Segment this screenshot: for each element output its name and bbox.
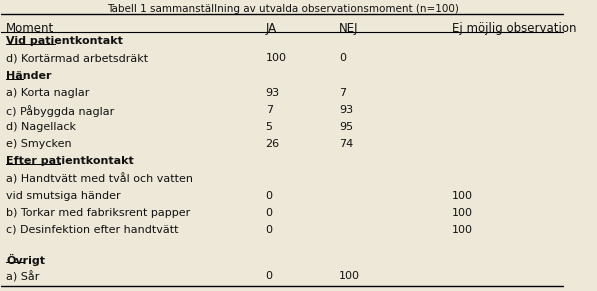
Text: 100: 100 — [451, 208, 473, 218]
Text: Moment: Moment — [7, 22, 54, 35]
Text: 0: 0 — [266, 225, 273, 235]
Text: JA: JA — [266, 22, 277, 35]
Text: 7: 7 — [339, 88, 346, 98]
Text: a) Handtvätt med tvål och vatten: a) Handtvätt med tvål och vatten — [7, 173, 193, 185]
Text: 93: 93 — [339, 105, 353, 115]
Text: d) Kortärmad arbetsdräkt: d) Kortärmad arbetsdräkt — [7, 54, 149, 63]
Text: Efter patientkontakt: Efter patientkontakt — [7, 156, 134, 166]
Text: 0: 0 — [339, 54, 346, 63]
Text: 5: 5 — [266, 122, 273, 132]
Text: 74: 74 — [339, 139, 353, 149]
Text: b) Torkar med fabriksrent papper: b) Torkar med fabriksrent papper — [7, 208, 190, 218]
Text: 100: 100 — [339, 271, 360, 281]
Text: 100: 100 — [451, 225, 473, 235]
Text: 26: 26 — [266, 139, 280, 149]
Text: NEJ: NEJ — [339, 22, 358, 35]
Text: 100: 100 — [266, 54, 287, 63]
Text: a) Sår: a) Sår — [7, 271, 40, 283]
Text: e) Smycken: e) Smycken — [7, 139, 72, 149]
Text: c) Desinfektion efter handtvätt: c) Desinfektion efter handtvätt — [7, 225, 179, 235]
Text: d) Nagellack: d) Nagellack — [7, 122, 76, 132]
Text: 0: 0 — [266, 271, 273, 281]
Text: 0: 0 — [266, 208, 273, 218]
Text: 7: 7 — [266, 105, 273, 115]
Text: vid smutsiga händer: vid smutsiga händer — [7, 191, 121, 200]
Text: c) Påbyggda naglar: c) Påbyggda naglar — [7, 105, 115, 117]
Text: 100: 100 — [451, 191, 473, 200]
Text: Händer: Händer — [7, 71, 52, 81]
Text: a) Korta naglar: a) Korta naglar — [7, 88, 90, 98]
Text: Vid patientkontakt: Vid patientkontakt — [7, 36, 123, 46]
Text: 0: 0 — [266, 191, 273, 200]
Text: 93: 93 — [266, 88, 280, 98]
Text: 95: 95 — [339, 122, 353, 132]
Text: Tabell 1 sammanställning av utvalda observationsmoment (n=100): Tabell 1 sammanställning av utvalda obse… — [107, 4, 458, 14]
Text: Övrigt: Övrigt — [7, 254, 45, 266]
Text: Ej möjlig observation: Ej möjlig observation — [451, 22, 576, 35]
